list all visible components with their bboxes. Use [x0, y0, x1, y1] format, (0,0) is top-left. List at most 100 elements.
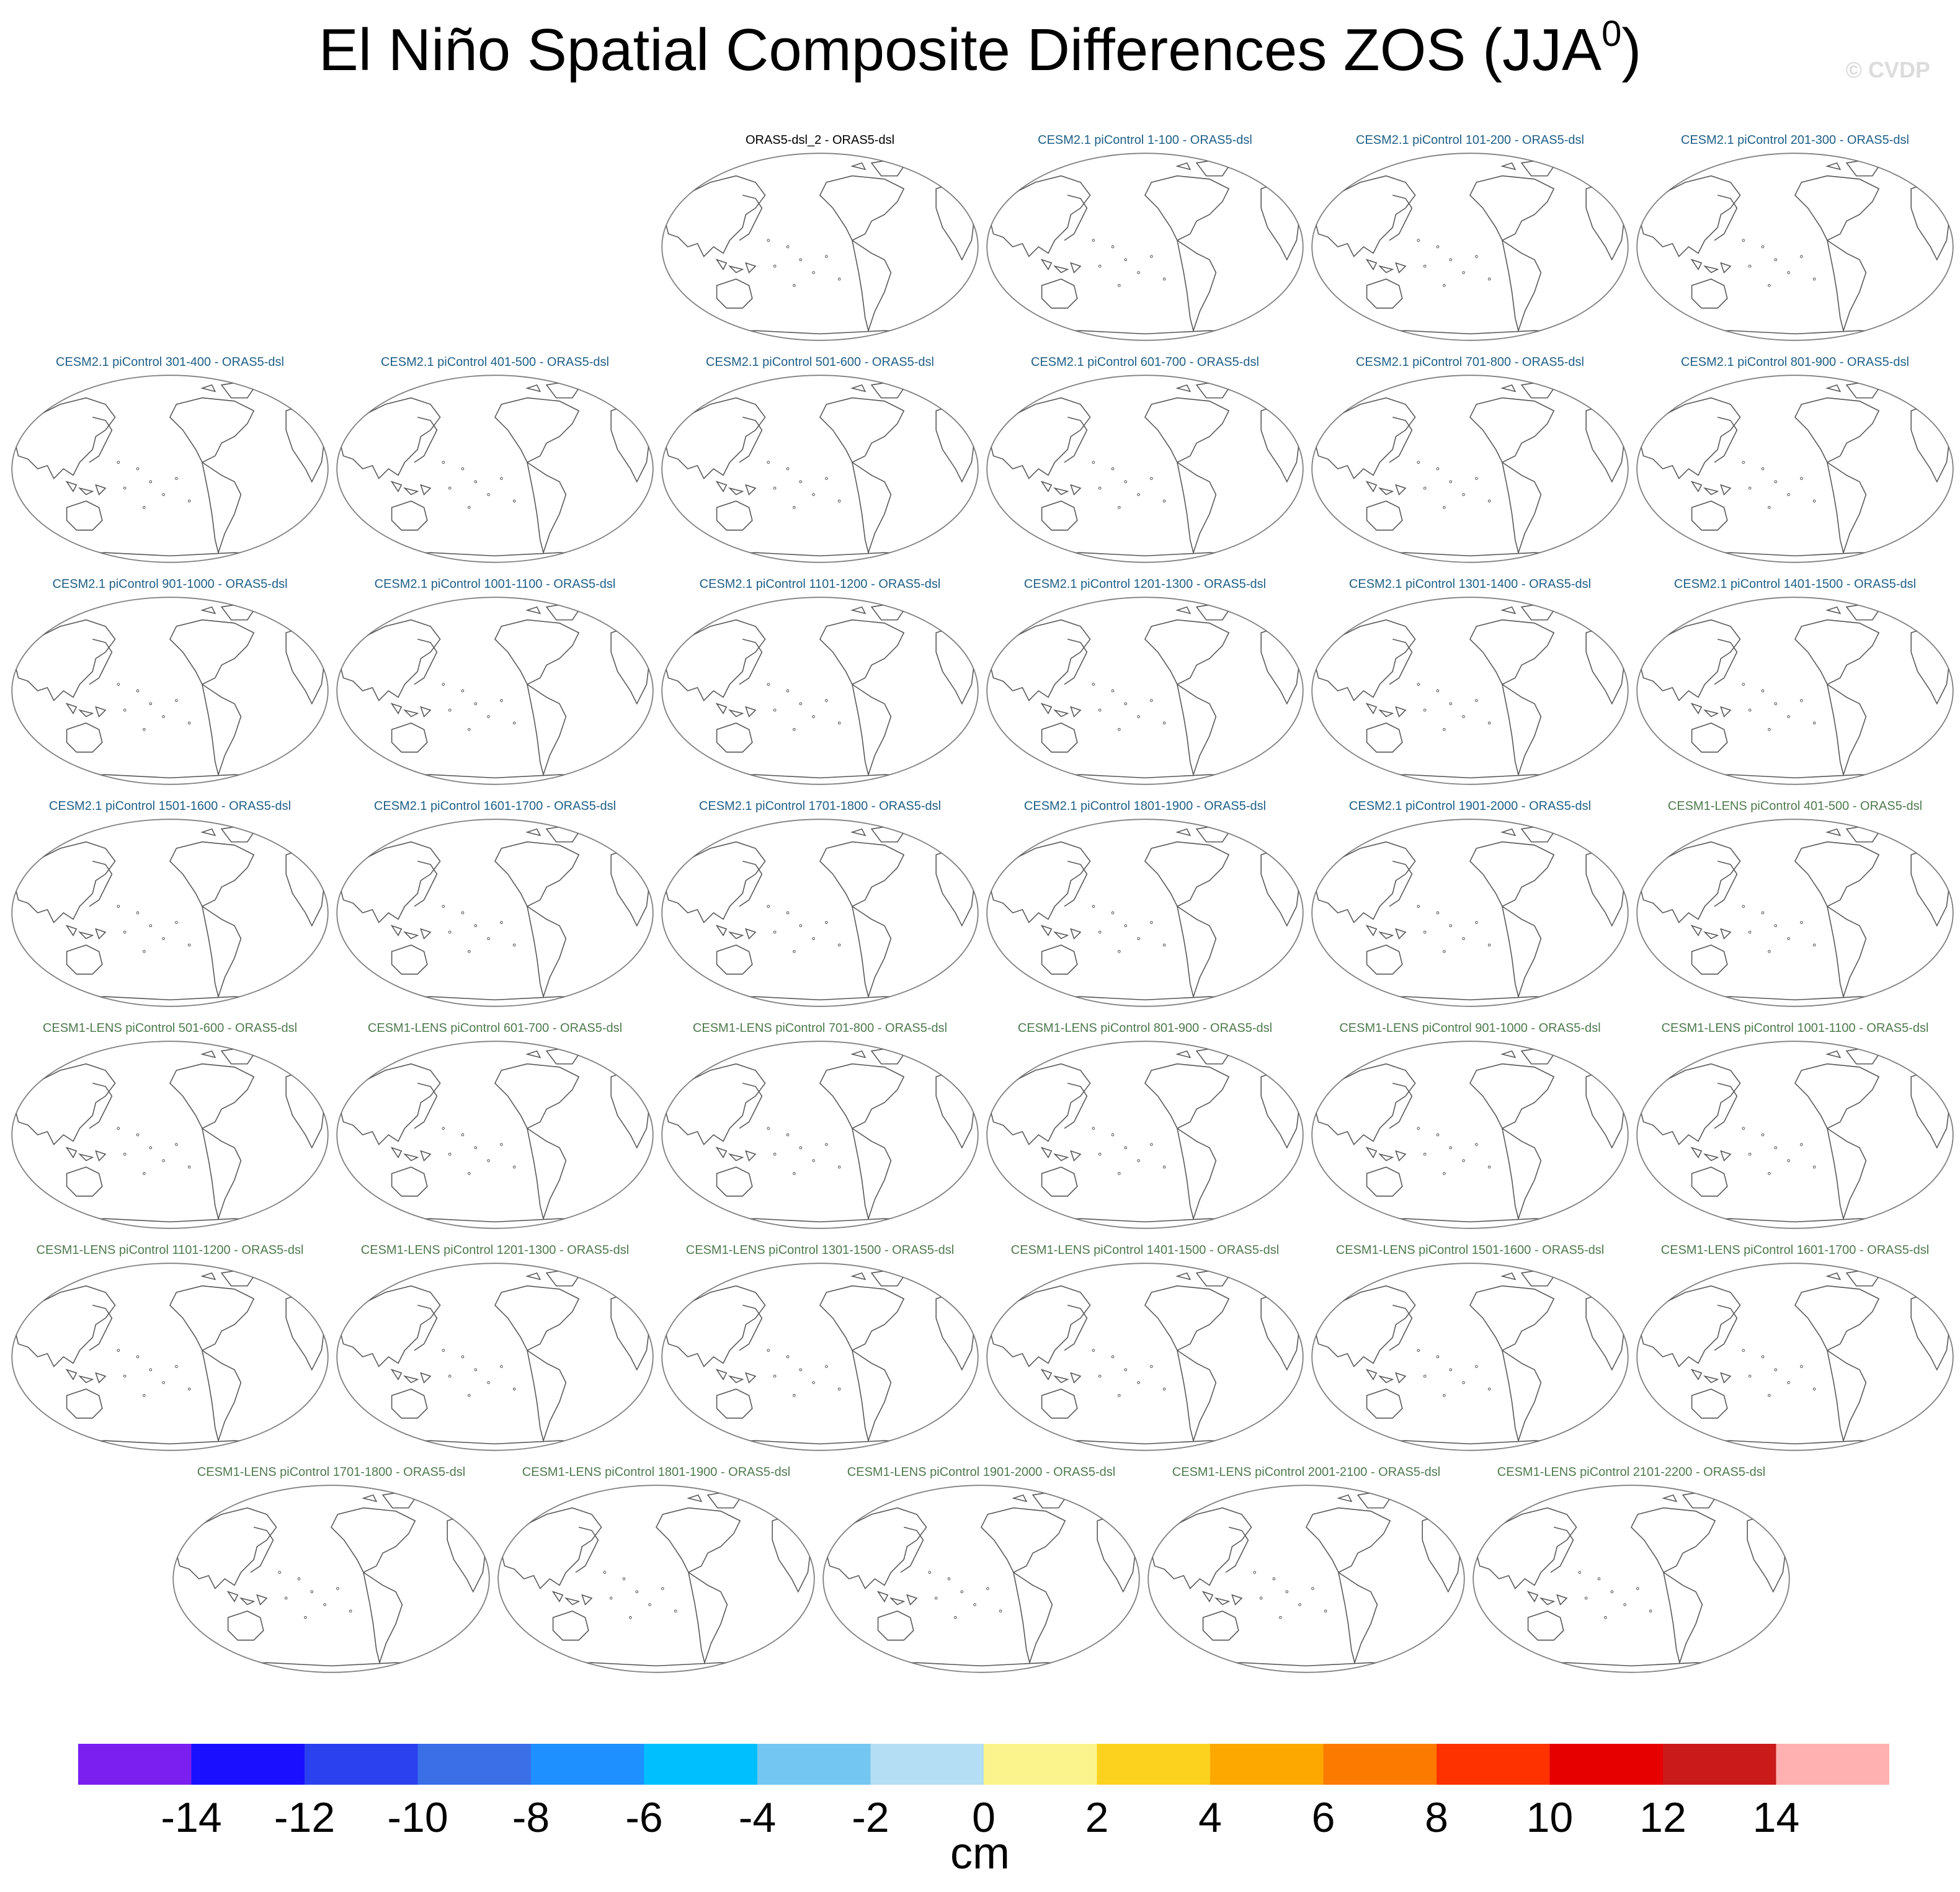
coastline: [1201, 1591, 1243, 1606]
map-boundary: [986, 153, 1304, 341]
map-panel: CESM2.1 piControl 1801-1900 - ORAS5-dsl: [984, 799, 1306, 1010]
coastline: [1794, 619, 1880, 685]
coastline: [89, 417, 113, 463]
coastline: [1144, 1285, 1230, 1351]
island: [1443, 1172, 1446, 1175]
map-panel-title: CESM2.1 piControl 501-600 - ORAS5-dsl: [706, 355, 934, 369]
island: [1118, 1172, 1121, 1175]
island: [1162, 277, 1166, 281]
island: [1597, 1577, 1601, 1581]
coastline: [1794, 1063, 1880, 1129]
coastline: [66, 1166, 103, 1197]
coastline: [715, 1147, 757, 1162]
robinson-map: [1636, 597, 1954, 785]
map-boundary: [1636, 375, 1954, 563]
island: [837, 943, 841, 947]
coastline: [819, 397, 905, 463]
island: [1098, 708, 1102, 712]
robinson-map: [986, 375, 1304, 563]
island: [349, 1609, 352, 1613]
island: [1137, 493, 1140, 496]
island: [512, 1387, 516, 1391]
coastline: [716, 278, 753, 309]
robinson-map: [11, 1263, 329, 1451]
island: [1800, 1365, 1803, 1368]
coastline: [1314, 397, 1416, 479]
coastlines: [339, 1047, 651, 1223]
island: [1111, 245, 1115, 249]
island: [1578, 1571, 1582, 1574]
coastline: [66, 1388, 103, 1419]
robinson-map: [986, 1041, 1304, 1229]
island: [1462, 493, 1465, 496]
island: [1487, 1165, 1491, 1169]
colorbar-swatch: [1323, 1744, 1437, 1785]
coastline: [1469, 397, 1555, 463]
coastline: [1366, 944, 1403, 975]
coastline: [1365, 481, 1407, 496]
island: [1098, 264, 1102, 268]
island: [448, 1152, 452, 1156]
island: [461, 1355, 465, 1359]
coastline: [391, 500, 428, 531]
island: [1748, 930, 1752, 934]
island: [175, 921, 178, 924]
island: [793, 1172, 796, 1175]
island: [468, 950, 471, 953]
island: [143, 506, 146, 509]
map-panel-title: CESM1-LENS piControl 1501-1600 - ORAS5-d…: [1335, 1243, 1605, 1257]
robinson-map: [822, 1485, 1140, 1673]
coastline: [1365, 703, 1407, 718]
island: [825, 1365, 828, 1368]
island: [117, 905, 120, 908]
island: [973, 1603, 976, 1606]
map-boundary: [1311, 597, 1629, 785]
island: [187, 721, 191, 725]
coastline: [1469, 619, 1555, 685]
island: [448, 930, 452, 934]
island: [1812, 277, 1816, 281]
colorbar-swatch: [417, 1744, 532, 1785]
island: [1436, 1133, 1440, 1137]
island: [1124, 702, 1128, 706]
robinson-map: [11, 819, 329, 1007]
island: [1449, 1368, 1453, 1372]
coastline: [526, 461, 567, 554]
coastline: [65, 481, 107, 496]
island: [1761, 1355, 1765, 1359]
coastline: [819, 619, 905, 685]
coastline: [1714, 861, 1738, 907]
map-panel: CESM2.1 piControl 1401-1500 - ORAS5-dsl: [1634, 577, 1956, 788]
map-panel: CESM1-LENS piControl 1901-2000 - ORAS5-d…: [820, 1465, 1143, 1676]
coastline: [1389, 195, 1413, 241]
island: [474, 924, 478, 928]
colorbar-tick-label: -4: [738, 1794, 777, 1841]
coastline: [1041, 1388, 1078, 1419]
coastline: [390, 1369, 432, 1384]
map-boundary: [11, 1263, 329, 1451]
colorbar-swatch: [1437, 1744, 1550, 1785]
island: [812, 271, 815, 274]
coastline: [1151, 1507, 1252, 1589]
coastline: [169, 841, 255, 907]
coastline: [1714, 639, 1738, 685]
coastline: [664, 1285, 766, 1367]
coastline: [715, 703, 757, 718]
island: [825, 1143, 828, 1146]
island: [1812, 499, 1816, 503]
map-panel-title: CESM2.1 piControl 1-100 - ORAS5-dsl: [1038, 133, 1252, 147]
island: [1768, 728, 1771, 731]
coastline: [1041, 722, 1078, 753]
map-panel: CESM2.1 piControl 301-400 - ORAS5-dsl: [9, 355, 331, 566]
island: [837, 1387, 841, 1391]
coastline: [362, 1571, 403, 1664]
island: [1150, 699, 1153, 702]
coastline: [1144, 619, 1230, 685]
island: [1092, 1349, 1095, 1352]
island: [1774, 1368, 1778, 1372]
coastline: [1041, 1166, 1078, 1197]
island: [954, 1616, 957, 1619]
island: [773, 1152, 777, 1156]
coastline: [1690, 1369, 1732, 1384]
island: [117, 1127, 120, 1130]
